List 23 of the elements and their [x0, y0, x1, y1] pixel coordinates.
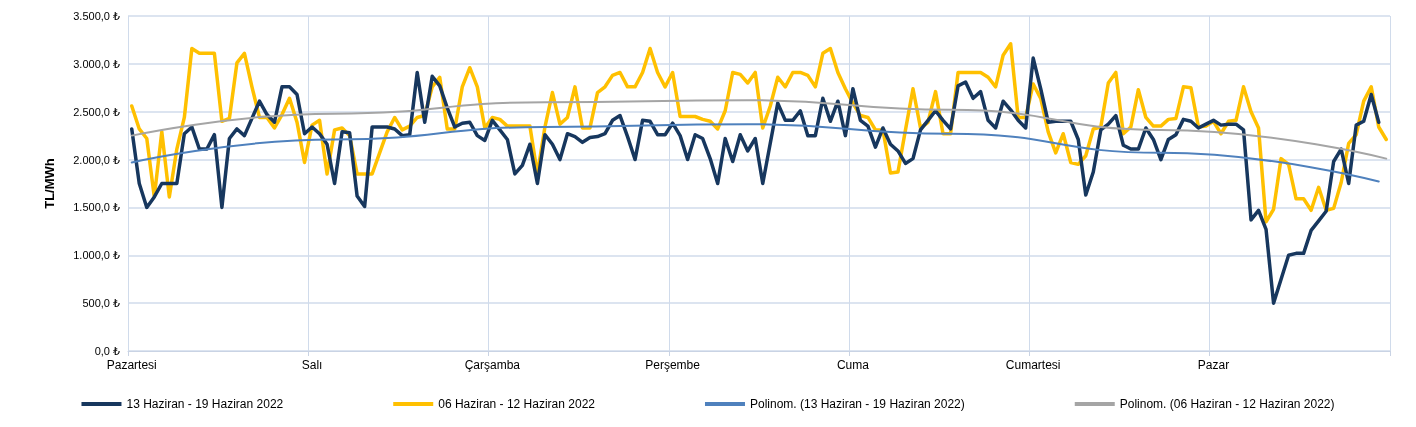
legend-label: 06 Haziran - 12 Haziran 2022 — [438, 397, 596, 411]
y-tick-label: 3.500,0 ₺ — [73, 10, 120, 22]
x-tick-label: Çarşamba — [464, 358, 521, 372]
x-tick-label: Pazartesi — [106, 358, 157, 372]
line-series — [130, 56, 1381, 305]
x-tick-label: Cumartesi — [1005, 358, 1061, 372]
legend-label: 13 Haziran - 19 Haziran 2022 — [126, 397, 284, 411]
x-tick-label: Cuma — [836, 358, 870, 372]
y-tick-label: 1.500,0 ₺ — [73, 201, 120, 214]
x-tick-label: Perşembe — [645, 358, 701, 372]
line-series — [130, 99, 1388, 160]
y-tick-label: 2.000,0 ₺ — [73, 153, 120, 166]
y-tick-label: 500,0 ₺ — [82, 297, 120, 310]
y-tick-label: 1.000,0 ₺ — [73, 249, 120, 262]
y-tick-label: 0,0 ₺ — [94, 345, 120, 357]
x-tick-label: Pazar — [1197, 358, 1230, 372]
legend-label: Polinom. (06 Haziran - 12 Haziran 2022) — [1119, 397, 1335, 411]
y-tick-label: 3.000,0 ₺ — [73, 57, 120, 70]
y-axis-title: TL/MWh — [42, 158, 57, 209]
y-tick-label: 2.500,0 ₺ — [73, 105, 120, 118]
legend-label: Polinom. (13 Haziran - 19 Haziran 2022) — [749, 397, 965, 411]
line-series — [130, 123, 1380, 183]
x-tick-label: Salı — [301, 358, 323, 372]
